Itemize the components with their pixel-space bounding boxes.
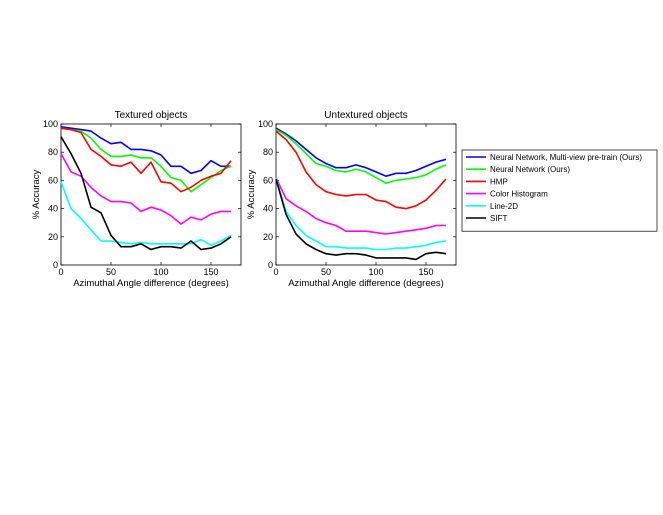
series-line-6 [60, 136, 232, 251]
legend-entry-6: SIFT [490, 214, 507, 223]
x-axis-label: Azimuthal Angle difference (degrees) [73, 278, 229, 289]
y-tick-label: 0 [53, 260, 58, 270]
chart-1: 0 50 100 150 0 20 40 60 80 100 Textured objects Azi… [31, 110, 242, 289]
x-tick-label: 100 [153, 267, 168, 277]
series-line-3 [60, 127, 232, 193]
x-tick-label: 150 [203, 267, 218, 277]
y-tick-label: 80 [263, 147, 273, 157]
chart-2: 0 50 100 150 0 20 40 60 80 100 Untextured objects A… [246, 110, 658, 289]
y-tick-label: 60 [48, 175, 58, 185]
y-tick-label: 60 [263, 175, 273, 185]
y-axis-label: % Accuracy [31, 169, 42, 219]
y-tick-label: 0 [268, 260, 273, 270]
series-line-2 [60, 127, 232, 193]
legend-entry-2: Neural Network (Ours) [490, 165, 570, 174]
x-tick-label: 50 [321, 267, 331, 277]
legend-entry-3: HMP [490, 177, 508, 186]
x-tick-label: 100 [368, 267, 383, 277]
x-axis-label: Azimuthal Angle difference (degrees) [288, 278, 444, 289]
y-tick-label: 20 [263, 232, 273, 242]
plot-frame [275, 123, 457, 266]
plot-frame [60, 123, 242, 266]
legend-entry-5: Line-2D [490, 202, 518, 211]
series-line-1 [275, 127, 447, 177]
x-tick-label: 0 [58, 267, 63, 277]
legend-box [461, 149, 658, 232]
series-line-4 [275, 177, 446, 235]
series-line-4 [60, 153, 231, 225]
x-tick-label: 50 [106, 267, 116, 277]
y-tick-label: 20 [48, 232, 58, 242]
y-tick-label: 80 [48, 147, 58, 157]
y-tick-label: 40 [48, 204, 58, 214]
legend: Neural Network, Multi-view pre-train (Ou… [461, 149, 658, 232]
legend-entry-1: Neural Network, Multi-view pre-train (Ou… [490, 153, 642, 162]
series-line-1 [60, 126, 231, 175]
chart-title: Textured objects [115, 110, 188, 121]
y-tick-label: 100 [258, 119, 273, 129]
series-line-2 [275, 128, 447, 184]
legend-entry-4: Color Histogram [490, 190, 548, 199]
y-axis-label: % Accuracy [246, 169, 257, 219]
series-line-5 [60, 181, 232, 247]
x-tick-label: 0 [273, 267, 278, 277]
x-tick-label: 150 [418, 267, 433, 277]
y-tick-label: 40 [263, 204, 273, 214]
series-line-6 [275, 178, 447, 261]
chart-title: Untextured objects [324, 110, 407, 121]
series-line-3 [275, 130, 447, 210]
y-tick-label: 100 [43, 119, 58, 129]
series-line-5 [275, 177, 447, 251]
